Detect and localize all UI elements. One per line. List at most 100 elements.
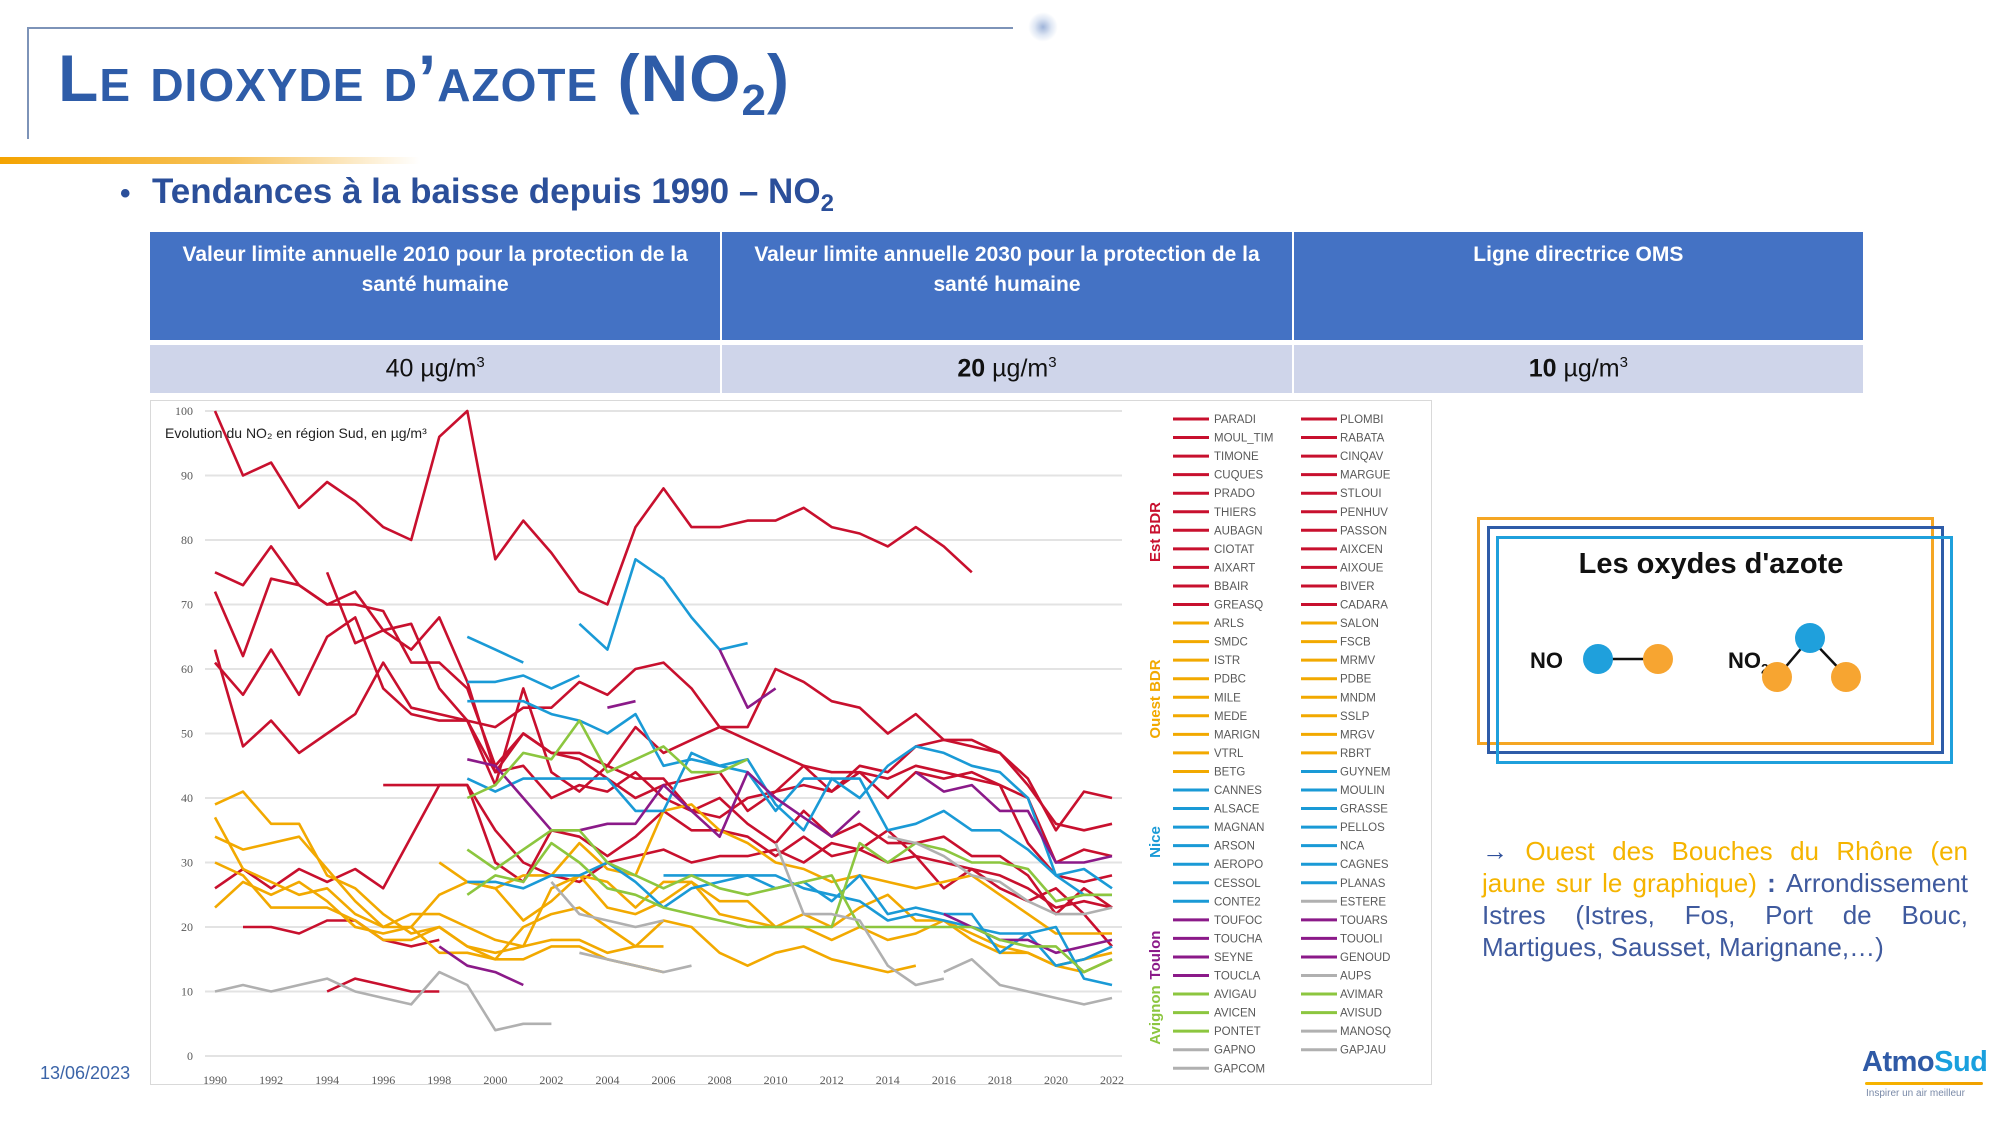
gridlines xyxy=(205,410,1122,1057)
legend-label: CESSOL xyxy=(1214,878,1261,890)
unit-exponent: 3 xyxy=(1619,354,1628,372)
value-number: 40 xyxy=(385,354,414,383)
legend-item: RABATA xyxy=(1301,433,1385,445)
legend-item: ARLS xyxy=(1173,618,1244,630)
legend-label: AUBAGN xyxy=(1214,525,1263,537)
series-line-est-bdr xyxy=(326,977,440,993)
unit: µg/m xyxy=(1563,354,1620,383)
legend-label: MANOSQ xyxy=(1340,1026,1391,1038)
unit: µg/m xyxy=(420,354,477,383)
legend-item: AEROPO xyxy=(1173,859,1263,871)
legend-item: NCA xyxy=(1301,841,1365,853)
frame-light-blue xyxy=(1496,536,1953,764)
logo-tagline: Inspirer un air meilleur xyxy=(1866,1088,1965,1099)
y-tick-label: 70 xyxy=(181,598,193,612)
legend-label: PARADI xyxy=(1214,414,1256,426)
x-tick-label: 1992 xyxy=(259,1073,283,1085)
series-line-ouest-bdr xyxy=(214,835,1113,968)
legend-label: AVIMAR xyxy=(1340,989,1383,1001)
legend-item: PARADI xyxy=(1173,414,1256,426)
title-rule-vertical xyxy=(27,27,29,139)
legend-item: TOUARS xyxy=(1301,915,1388,927)
legend-label: ISTR xyxy=(1214,655,1240,667)
chart-title: Evolution du NO₂ en région Sud, en µg/m³ xyxy=(165,425,427,441)
legend-item: TOUFOC xyxy=(1173,915,1262,927)
legend-label: SMDC xyxy=(1214,637,1248,649)
series-line-ouest-bdr xyxy=(214,861,664,974)
title-subscript: 2 xyxy=(741,76,767,126)
x-tick-label: 2018 xyxy=(988,1073,1012,1085)
series-lines xyxy=(213,409,1113,1032)
legend-label: PLOMBI xyxy=(1340,414,1383,426)
series-line-est-bdr xyxy=(325,571,1113,832)
legend-label: TOUCHA xyxy=(1214,933,1263,945)
legend-item: PRADO xyxy=(1173,488,1255,500)
legend-label: SALON xyxy=(1340,618,1379,630)
group-label-avignon: Avignon xyxy=(1147,985,1164,1044)
legend-label: TOUOLI xyxy=(1340,933,1383,945)
x-tick-label: 1996 xyxy=(371,1073,395,1085)
legend-item: AVISUD xyxy=(1301,1008,1382,1020)
legend-label: PLANAS xyxy=(1340,878,1386,890)
legend-item: BBAIR xyxy=(1173,581,1249,593)
legend-item: GREASQ xyxy=(1173,600,1263,612)
legend-item: AVIMAR xyxy=(1301,989,1383,1001)
series-line-nice xyxy=(578,558,748,651)
logo-part-atmo: Atmo xyxy=(1862,1046,1935,1078)
legend-item: MOUL_TIM xyxy=(1173,433,1273,445)
header-oms: Ligne directrice OMS xyxy=(1292,232,1866,343)
x-tick-label: 1990 xyxy=(203,1073,227,1085)
legend-item: TOUCLA xyxy=(1173,971,1261,983)
legend-item: TOUCHA xyxy=(1173,933,1263,945)
y-tick-label: 50 xyxy=(181,727,193,741)
legend-label: PDBE xyxy=(1340,674,1372,686)
legend-item: GENOUD xyxy=(1301,952,1390,964)
legend-item: CIOTAT xyxy=(1173,544,1254,556)
legend-label: NCA xyxy=(1340,841,1365,853)
logo-part-sud: Sud xyxy=(1934,1046,1988,1078)
legend-label: CONTE2 xyxy=(1214,896,1261,908)
slide-title: Le dioxyde d’azote (NO2) xyxy=(58,40,790,126)
series-line-nice xyxy=(466,751,1112,897)
legend-label: GREASQ xyxy=(1214,600,1263,612)
legend-item: MARIGN xyxy=(1173,729,1260,741)
legend-label: PRADO xyxy=(1214,488,1255,500)
series-line-est-bdr xyxy=(213,649,1113,832)
legend-label: SEYNE xyxy=(1214,952,1253,964)
legend-label: ESTERE xyxy=(1340,896,1386,908)
group-label-toulon: Toulon xyxy=(1147,931,1164,980)
no2-line-chart: 0 10 20 30 40 50 60 70 80 90 100 1990 1992 1994 1996 19… xyxy=(165,404,1391,1085)
legend-item: MNDM xyxy=(1301,692,1376,704)
subtitle-text: Tendances à la baisse depuis 1990 – NO xyxy=(152,172,821,211)
legend-label: TIMONE xyxy=(1214,451,1259,463)
legend-label: MILE xyxy=(1214,692,1241,704)
title-end: ) xyxy=(766,41,790,115)
frame-orange xyxy=(1477,517,1934,745)
legend-label: SSLP xyxy=(1340,711,1370,723)
legend-item: MRGV xyxy=(1301,729,1375,741)
no2-molecule-icon xyxy=(1762,623,1861,692)
legend-label: FSCB xyxy=(1340,637,1371,649)
x-tick-label: 2008 xyxy=(708,1073,732,1085)
legend-label: AEROPO xyxy=(1214,859,1263,871)
series-line-autres xyxy=(579,951,692,974)
legend-label: MOULIN xyxy=(1340,785,1385,797)
legend-item: PDBE xyxy=(1301,674,1372,686)
legend-label: AIXOUE xyxy=(1340,562,1384,574)
legend-label: AVICEN xyxy=(1214,1008,1256,1020)
legend-item: CUQUES xyxy=(1173,470,1264,482)
legend-label: TOUFOC xyxy=(1214,915,1262,927)
legend-item: BETG xyxy=(1173,766,1245,778)
legend-item: GAPNO xyxy=(1173,1045,1256,1057)
legend-label: MNDM xyxy=(1340,692,1376,704)
no-molecule-icon xyxy=(1583,644,1673,674)
legend-label: GAPNO xyxy=(1214,1045,1256,1057)
unit-exponent: 3 xyxy=(1048,354,1057,372)
legend-item: ALSACE xyxy=(1173,804,1260,816)
legend-label: PASSON xyxy=(1340,525,1387,537)
legend-item: SALON xyxy=(1301,618,1379,630)
y-tick-label: 30 xyxy=(181,856,193,870)
legend-label: MAGNAN xyxy=(1214,822,1264,834)
series-line-avignon xyxy=(466,719,749,800)
x-tick-label: 2020 xyxy=(1044,1073,1068,1085)
